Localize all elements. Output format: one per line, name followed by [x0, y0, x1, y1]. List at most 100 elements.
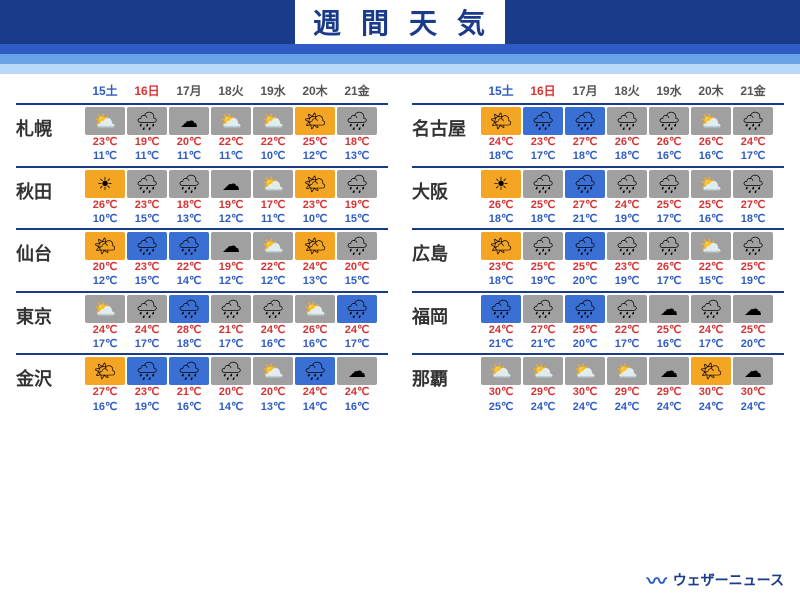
- temp-high: 24℃: [615, 198, 640, 212]
- temp-high: 27℃: [741, 198, 766, 212]
- temp-low: 13℃: [303, 274, 328, 288]
- day-cell: ☀26℃10℃: [84, 170, 126, 227]
- temp-high: 26℃: [303, 323, 328, 337]
- temp-low: 10℃: [261, 149, 286, 163]
- weather-icon: ⛅: [253, 232, 293, 260]
- temp-low: 12℃: [303, 149, 328, 163]
- temp-high: 30℃: [699, 385, 724, 399]
- city-name: 金沢: [16, 357, 84, 391]
- weather-icon: 🌧: [607, 107, 647, 135]
- temp-high: 25℃: [657, 198, 682, 212]
- temp-high: 25℃: [573, 323, 598, 337]
- brand-logo: 〰 ウェザーニュース: [647, 565, 784, 594]
- day-cell: ☁30℃24℃: [732, 357, 774, 414]
- temp-high: 20℃: [345, 260, 370, 274]
- day-cell: 🌧25℃19℃: [732, 232, 774, 289]
- temp-low: 15℃: [345, 274, 370, 288]
- day-cell: 🌧20℃15℃: [336, 232, 378, 289]
- temp-low: 21℃: [531, 337, 556, 351]
- temp-high: 23℃: [489, 260, 514, 274]
- temp-low: 16℃: [177, 400, 202, 414]
- day-cell: ⛅23℃11℃: [84, 107, 126, 164]
- city-row-body: 秋田☀26℃10℃🌧23℃15℃🌧18℃13℃☁19℃12℃⛅17℃11℃🌤23…: [16, 170, 388, 227]
- day-cell: 🌧25℃20℃: [564, 295, 606, 352]
- city-row-body: 金沢🌤27℃16℃🌧23℃19℃🌧21℃16℃🌧20℃14℃⛅20℃13℃🌧24…: [16, 357, 388, 414]
- temp-high: 29℃: [615, 385, 640, 399]
- temp-high: 19℃: [219, 198, 244, 212]
- temp-high: 23℃: [615, 260, 640, 274]
- temp-low: 17℃: [93, 337, 118, 351]
- day-cell: 🌧19℃15℃: [336, 170, 378, 227]
- temp-high: 28℃: [177, 323, 202, 337]
- day-cell: ⛅30℃25℃: [480, 357, 522, 414]
- temp-low: 24℃: [657, 400, 682, 414]
- weather-icon: 🌧: [295, 357, 335, 385]
- weather-icon: ⛅: [211, 107, 251, 135]
- temp-low: 16℃: [657, 149, 682, 163]
- weather-icon: ☀: [481, 170, 521, 198]
- temp-low: 24℃: [741, 400, 766, 414]
- days-wrap: 🌧24℃21℃🌧27℃21℃🌧25℃20℃🌧22℃17℃☁25℃16℃🌧24℃1…: [480, 295, 774, 352]
- title-char: 気: [457, 2, 487, 42]
- temp-high: 24℃: [741, 135, 766, 149]
- date-cell: 15土: [480, 82, 522, 99]
- temp-high: 25℃: [699, 198, 724, 212]
- day-cell: 🌧22℃14℃: [168, 232, 210, 289]
- temp-high: 19℃: [219, 260, 244, 274]
- weather-icon: 🌧: [733, 232, 773, 260]
- weather-icon: ☁: [649, 295, 689, 323]
- temp-low: 21℃: [489, 337, 514, 351]
- temp-low: 16℃: [699, 149, 724, 163]
- temp-high: 23℃: [135, 260, 160, 274]
- title-char: 間: [361, 2, 391, 42]
- weather-icon: 🌤: [691, 357, 731, 385]
- temp-high: 27℃: [93, 385, 118, 399]
- day-cell: 🌧26℃17℃: [648, 232, 690, 289]
- city-name: 名古屋: [412, 107, 480, 141]
- temp-low: 16℃: [93, 400, 118, 414]
- weather-icon: ⛅: [253, 357, 293, 385]
- city-name: 広島: [412, 232, 480, 266]
- day-cell: 🌧18℃13℃: [336, 107, 378, 164]
- weather-icon: ⛅: [295, 295, 335, 323]
- temp-high: 25℃: [531, 260, 556, 274]
- weather-icon: 🌧: [607, 232, 647, 260]
- temp-low: 13℃: [345, 149, 370, 163]
- temp-high: 25℃: [741, 260, 766, 274]
- weather-icon: 🌧: [733, 170, 773, 198]
- days-wrap: ⛅24℃17℃🌧24℃17℃🌧28℃18℃🌧21℃17℃🌧24℃16℃⛅26℃1…: [84, 295, 378, 352]
- temp-high: 26℃: [657, 260, 682, 274]
- date-cell: 20木: [690, 82, 732, 99]
- weather-icon: 🌤: [481, 107, 521, 135]
- day-cell: 🌧25℃20℃: [564, 232, 606, 289]
- temp-low: 12℃: [261, 274, 286, 288]
- brand-text: ウェザーニュース: [673, 570, 784, 590]
- day-cell: ⛅26℃16℃: [294, 295, 336, 352]
- day-cell: ⛅24℃17℃: [84, 295, 126, 352]
- city-row: 金沢🌤27℃16℃🌧23℃19℃🌧21℃16℃🌧20℃14℃⛅20℃13℃🌧24…: [16, 353, 388, 414]
- temp-high: 25℃: [303, 135, 328, 149]
- weather-icon: 🌧: [649, 107, 689, 135]
- forecast-content: 15土16日17月18火19水20木21金札幌⛅23℃11℃🌧19℃11℃☁20…: [0, 74, 800, 416]
- temp-low: 14℃: [219, 400, 244, 414]
- weather-icon: 🌧: [523, 232, 563, 260]
- day-cell: ⛅22℃12℃: [252, 232, 294, 289]
- temp-low: 18℃: [573, 149, 598, 163]
- temp-high: 24℃: [699, 323, 724, 337]
- weather-icon: 🌧: [127, 107, 167, 135]
- temp-high: 21℃: [219, 323, 244, 337]
- temp-high: 20℃: [93, 260, 118, 274]
- day-cell: 🌧24℃21℃: [480, 295, 522, 352]
- weather-icon: 🌧: [127, 170, 167, 198]
- temp-low: 17℃: [345, 337, 370, 351]
- date-cell: 19水: [252, 82, 294, 99]
- weather-icon: 🌤: [85, 232, 125, 260]
- day-cell: ☁25℃20℃: [732, 295, 774, 352]
- title-char: 週: [313, 2, 343, 42]
- temp-high: 30℃: [741, 385, 766, 399]
- day-cell: 🌧22℃17℃: [606, 295, 648, 352]
- date-cell: 21金: [732, 82, 774, 99]
- date-cell: 15土: [84, 82, 126, 99]
- days-wrap: 🌤27℃16℃🌧23℃19℃🌧21℃16℃🌧20℃14℃⛅20℃13℃🌧24℃1…: [84, 357, 378, 414]
- day-cell: ⛅29℃24℃: [606, 357, 648, 414]
